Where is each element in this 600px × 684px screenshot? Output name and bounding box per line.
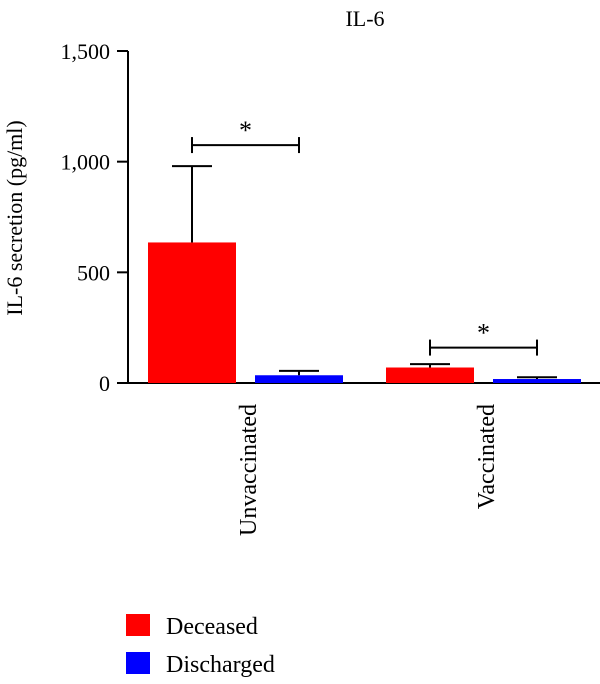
y-tick-label: 0 (99, 371, 110, 396)
category-labels: Unvaccinated Vaccinated (236, 404, 500, 536)
category-label: Vaccinated (474, 404, 500, 509)
bar-discharged (493, 379, 581, 383)
y-tick-label: 1,000 (61, 150, 111, 175)
chart-title: IL-6 (345, 6, 384, 31)
y-ticks: 0 500 1,000 1,500 (61, 39, 128, 396)
legend-label-deceased: Deceased (166, 614, 258, 640)
legend-label-discharged: Discharged (166, 652, 275, 678)
bar-deceased (148, 242, 236, 383)
y-tick-label: 1,500 (61, 39, 111, 64)
significance-star: * (477, 319, 490, 348)
bar-discharged (255, 375, 343, 383)
legend: Deceased Discharged (126, 614, 275, 678)
significance-brackets: ** (191, 116, 538, 356)
bars (148, 242, 581, 383)
legend-swatch-deceased (126, 614, 150, 636)
category-label: Unvaccinated (236, 404, 262, 536)
error-bars (172, 165, 557, 380)
y-tick-label: 500 (77, 260, 110, 285)
bar-deceased (386, 367, 474, 383)
legend-swatch-discharged (126, 652, 150, 674)
y-axis-label: IL-6 secretion (pg/ml) (2, 120, 27, 316)
significance-star: * (239, 116, 252, 145)
